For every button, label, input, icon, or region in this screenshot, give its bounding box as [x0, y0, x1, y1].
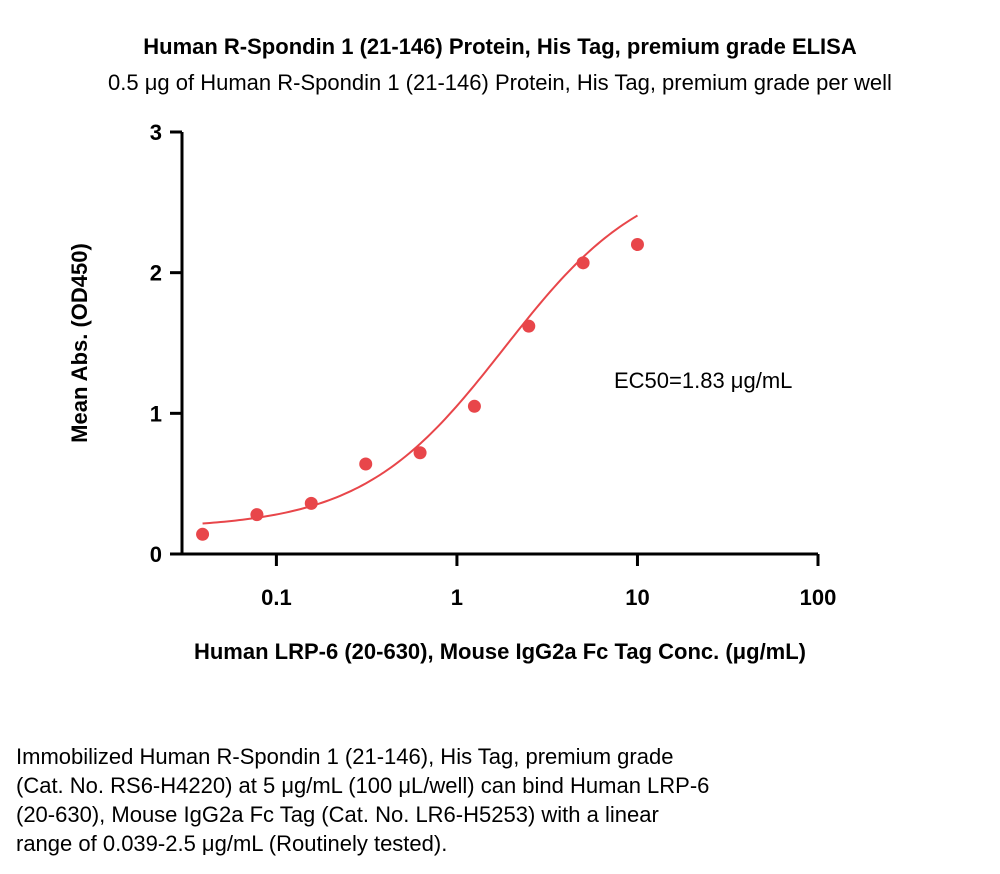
ec50-annotation: EC50=1.83 μg/mL: [614, 368, 792, 393]
caption-line: range of 0.039-2.5 μg/mL (Routinely test…: [16, 831, 448, 856]
caption-line: Immobilized Human R-Spondin 1 (21-146), …: [16, 744, 674, 769]
x-tick-label: 100: [800, 585, 837, 610]
data-point: [250, 508, 264, 522]
data-point: [413, 446, 427, 460]
data-point: [576, 256, 590, 270]
x-tick-label: 10: [625, 585, 649, 610]
y-tick-label: 3: [150, 120, 162, 145]
y-axis-label: Mean Abs. (OD450): [67, 243, 92, 443]
figure-caption: Immobilized Human R-Spondin 1 (21-146), …: [16, 742, 896, 858]
data-points: [196, 238, 644, 541]
data-point: [522, 319, 536, 333]
x-axis-label: Human LRP-6 (20-630), Mouse IgG2a Fc Tag…: [194, 639, 806, 664]
chart-title: Human R-Spondin 1 (21-146) Protein, His …: [143, 34, 857, 59]
chart-labels: 0 1 2 3 0.1 1 10 100 EC50=1.83 μg/mL Human LRP-6 …: [67, 120, 836, 664]
caption-line: (20-630), Mouse IgG2a Fc Tag (Cat. No. L…: [16, 802, 659, 827]
data-point: [304, 496, 318, 510]
fit-curve: [202, 214, 638, 525]
caption-line: (Cat. No. RS6-H4220) at 5 μg/mL (100 μL/…: [16, 773, 710, 798]
data-point: [359, 457, 373, 471]
data-point: [630, 238, 644, 252]
fit-curve-group: [202, 214, 638, 525]
elisa-chart: 0 1 2 3 0.1 1 10 100 EC50=1.83 μg/mL Human LRP-6 …: [67, 120, 836, 664]
data-point: [467, 399, 481, 413]
y-tick-label: 0: [150, 542, 162, 567]
data-point: [196, 527, 210, 541]
chart-subtitle: 0.5 μg of Human R-Spondin 1 (21-146) Pro…: [108, 70, 892, 95]
y-tick-label: 2: [150, 261, 162, 286]
x-tick-label: 0.1: [261, 585, 292, 610]
chart-axes: [170, 130, 820, 566]
x-tick-label: 1: [451, 585, 463, 610]
y-tick-label: 1: [150, 401, 162, 426]
